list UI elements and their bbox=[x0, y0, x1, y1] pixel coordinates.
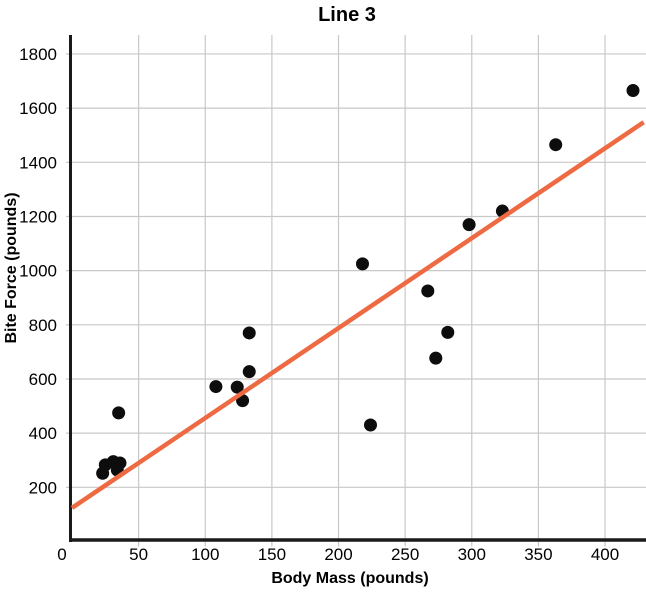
gridlines bbox=[72, 35, 646, 541]
data-point bbox=[549, 138, 563, 152]
data-point bbox=[421, 284, 435, 298]
axis-ticks bbox=[66, 53, 606, 547]
y-tick-label: 1800 bbox=[19, 45, 57, 64]
y-tick-label: 1200 bbox=[19, 207, 57, 226]
x-tick-label: 100 bbox=[191, 545, 219, 564]
tick-labels: 0 50 100 150 200 250 300 350 400 200 400 600 800 1000… bbox=[19, 45, 619, 564]
y-tick-label: 400 bbox=[29, 424, 57, 443]
data-points bbox=[96, 84, 640, 480]
data-point bbox=[441, 325, 455, 339]
data-point bbox=[626, 84, 640, 98]
data-point bbox=[363, 418, 377, 432]
axes bbox=[69, 35, 646, 542]
y-tick-label: 600 bbox=[29, 370, 57, 389]
y-axis-label: Bite Force (pounds) bbox=[3, 192, 20, 343]
y-tick-label: 800 bbox=[29, 316, 57, 335]
x-tick-label: 150 bbox=[258, 545, 286, 564]
data-point bbox=[355, 257, 369, 271]
data-point bbox=[242, 326, 256, 340]
trend-line bbox=[70, 120, 645, 510]
data-point bbox=[209, 380, 223, 394]
x-tick-label: 350 bbox=[524, 545, 552, 564]
data-point bbox=[462, 218, 476, 232]
data-point bbox=[230, 380, 244, 394]
y-tick-label: 1600 bbox=[19, 99, 57, 118]
x-axis-label: Body Mass (pounds) bbox=[271, 570, 428, 587]
x-tick-label: 200 bbox=[324, 545, 352, 564]
data-point bbox=[112, 406, 126, 420]
x-tick-label: 50 bbox=[129, 545, 148, 564]
x-tick-label: 0 bbox=[57, 545, 66, 564]
y-tick-label: 200 bbox=[29, 478, 57, 497]
x-tick-label: 300 bbox=[458, 545, 486, 564]
x-tick-label: 400 bbox=[591, 545, 619, 564]
y-tick-label: 1000 bbox=[19, 262, 57, 281]
data-point bbox=[429, 351, 443, 365]
x-tick-label: 250 bbox=[391, 545, 419, 564]
data-point bbox=[242, 365, 256, 379]
y-tick-label: 1400 bbox=[19, 153, 57, 172]
chart-title: Line 3 bbox=[318, 4, 376, 26]
